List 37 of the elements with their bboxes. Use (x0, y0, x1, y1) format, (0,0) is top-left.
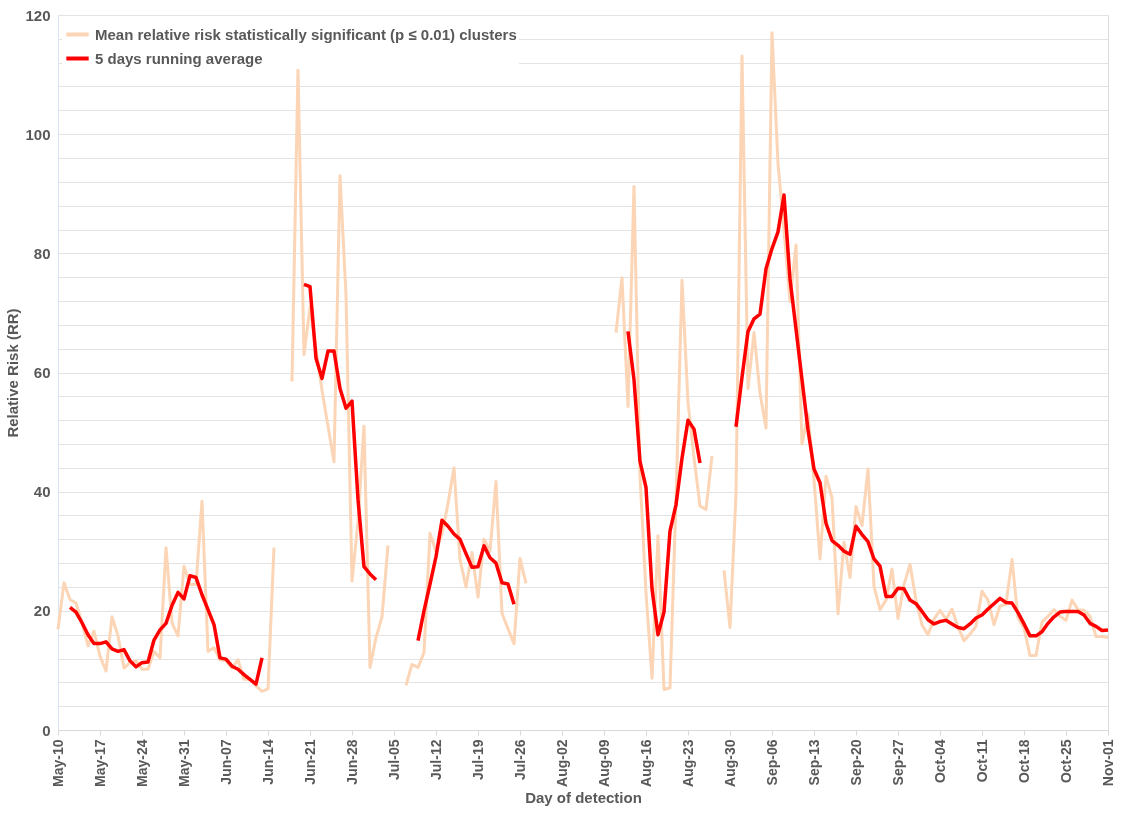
x-tick-label: May-10 (49, 739, 66, 787)
x-tick-label: May-31 (175, 739, 192, 787)
y-tick-label: 60 (33, 364, 51, 381)
x-tick-label: Sep-06 (763, 739, 780, 786)
x-tick-label: Jul-19 (469, 739, 486, 780)
y-tick-label: 40 (33, 483, 51, 501)
x-tick-label: Oct-25 (1057, 739, 1074, 784)
x-tick-label: Jun-14 (259, 739, 276, 785)
x-tick-label: Aug-30 (721, 739, 738, 787)
x-tick-label: Jul-05 (385, 739, 402, 780)
y-tick-label: 100 (25, 125, 51, 143)
x-tick-label: Jun-07 (217, 739, 234, 785)
x-tick-label: Aug-23 (679, 739, 696, 787)
y-tick-label: 80 (33, 244, 51, 262)
x-tick-label: Oct-11 (973, 739, 990, 783)
x-tick-label: Jun-28 (343, 739, 360, 785)
x-tick-label: Sep-13 (805, 739, 822, 786)
x-axis-title: Day of detection (525, 788, 642, 806)
x-tick-label: Aug-02 (553, 739, 570, 787)
x-tick-label: Jul-12 (427, 739, 444, 780)
legend-label: 5 days running average (95, 49, 263, 67)
y-axis-title: Relative Risk (RR) (4, 308, 22, 438)
legend-label: Mean relative risk statistically significant (p ≤ 0.01) clusters (95, 25, 517, 43)
x-tick-label: Nov-01 (1099, 739, 1116, 787)
y-tick-label: 20 (33, 602, 51, 620)
x-tick-label: Aug-09 (595, 739, 612, 787)
x-tick-label: Oct-04 (931, 739, 948, 784)
x-tick-label: Jul-26 (511, 739, 528, 780)
x-tick-label: May-24 (133, 739, 150, 787)
x-tick-label: Oct-18 (1015, 739, 1032, 784)
y-tick-label: 120 (25, 6, 51, 24)
x-tick-label: Aug-16 (637, 739, 654, 787)
x-tick-label: Jun-21 (301, 739, 318, 785)
x-tick-label: May-17 (91, 739, 108, 787)
x-tick-label: Sep-27 (889, 739, 906, 786)
y-tick-label: 0 (42, 721, 51, 739)
x-tick-label: Sep-20 (847, 739, 864, 786)
